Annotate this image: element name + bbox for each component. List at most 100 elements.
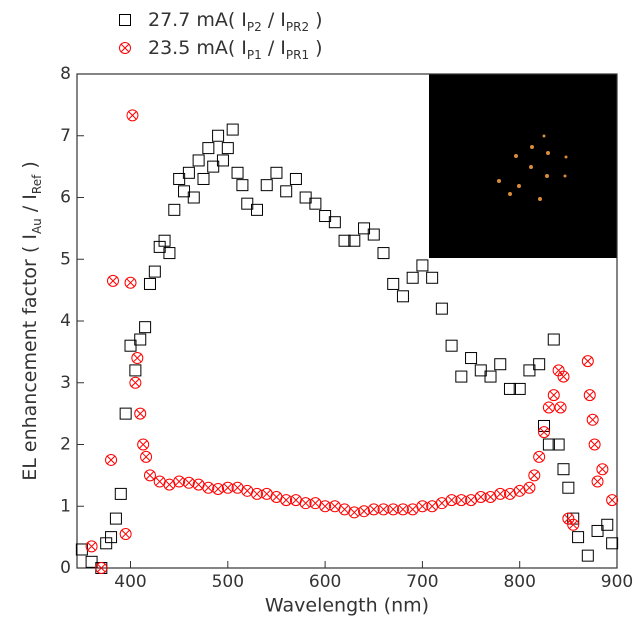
marker-cross <box>320 501 330 511</box>
marker-circle-x <box>182 476 195 489</box>
marker-square <box>226 123 239 136</box>
marker-circle-x <box>552 364 565 377</box>
marker-circle-x <box>119 528 132 541</box>
marker-square <box>513 382 526 395</box>
marker-cross <box>447 495 456 505</box>
marker-cross <box>133 353 142 363</box>
marker-square <box>251 203 263 216</box>
marker-square <box>552 438 565 451</box>
marker-square <box>85 555 98 568</box>
legend-marker <box>119 14 131 26</box>
marker-ring <box>280 494 293 507</box>
marker-ring <box>581 355 594 368</box>
marker-cross <box>544 403 554 412</box>
marker-ring <box>445 494 458 507</box>
marker-square <box>299 191 312 204</box>
marker-square <box>139 321 152 334</box>
marker-cross <box>598 464 607 474</box>
text-part: / I <box>262 37 286 59</box>
marker-square <box>280 185 293 198</box>
marker-ring <box>251 487 263 500</box>
marker-ring <box>124 276 137 289</box>
marker-cross <box>583 356 593 366</box>
marker-circle-x <box>596 463 609 476</box>
y-tick-label: 4 <box>60 311 71 331</box>
marker-ring <box>554 401 567 414</box>
marker-ring <box>173 475 186 488</box>
legend-label: 27.7 mA <box>148 9 228 31</box>
y-tick-label: 7 <box>60 126 71 146</box>
marker-square <box>533 358 546 371</box>
marker-square <box>445 339 458 352</box>
y-axis-title: EL enhancement factor ( IAu / IRef ) <box>19 161 44 481</box>
marker-circle-x <box>377 503 390 516</box>
marker-cross <box>97 563 106 573</box>
marker-circle-x <box>251 487 263 500</box>
marker-circle-x <box>137 438 150 451</box>
marker-circle-x <box>533 450 546 463</box>
text-part: / I <box>262 9 286 31</box>
marker-circle-x <box>367 503 380 516</box>
marker-square <box>591 524 604 537</box>
text-part: ( I <box>228 37 247 59</box>
marker-ring <box>533 450 546 463</box>
marker-cross <box>588 415 597 425</box>
marker-circle-x <box>134 407 147 420</box>
marker-square <box>416 259 429 272</box>
marker-cross <box>131 378 140 388</box>
marker-circle-x <box>202 481 215 494</box>
marker-cross <box>291 495 301 505</box>
marker-square <box>542 438 555 451</box>
text-part: EL enhancement factor ( I <box>19 234 41 481</box>
marker-square <box>348 234 361 247</box>
marker-circle-x <box>140 450 153 463</box>
marker-cross <box>525 483 534 492</box>
marker-cross <box>204 483 213 492</box>
marker-circle-x <box>538 426 551 439</box>
marker-cross <box>252 489 262 499</box>
marker-ring <box>562 512 575 525</box>
marker-circle-x <box>396 503 409 516</box>
marker-ring <box>588 438 601 451</box>
marker-cross <box>184 478 194 488</box>
marker-ring <box>606 494 619 507</box>
marker-cross <box>593 477 602 486</box>
marker-cross <box>505 489 515 499</box>
x-tick-label: 700 <box>406 572 438 592</box>
marker-ring <box>523 481 536 494</box>
marker-square <box>192 154 205 167</box>
marker-cross <box>495 489 505 499</box>
marker-square <box>435 302 448 315</box>
marker-square <box>309 197 322 210</box>
x-tick-label: 800 <box>503 572 535 592</box>
y-tick-label: 5 <box>60 249 71 269</box>
x-axis-title: Wavelength (nm) <box>265 595 429 617</box>
marker-circle-x <box>299 497 312 510</box>
marker-square <box>426 271 439 284</box>
marker-circle-x <box>474 490 487 503</box>
marker-cross <box>233 483 242 492</box>
marker-cross <box>311 498 320 508</box>
marker-square <box>216 154 229 167</box>
marker-square <box>338 234 351 247</box>
marker-ring <box>567 518 580 531</box>
text-part: ) <box>309 37 322 59</box>
marker-square <box>387 277 400 290</box>
marker-square <box>105 531 118 544</box>
marker-circle-x <box>528 469 541 482</box>
marker-cross <box>87 542 96 551</box>
marker-square <box>241 197 254 210</box>
marker-circle-x <box>95 562 108 574</box>
marker-square <box>358 222 371 235</box>
marker-ring <box>134 407 147 420</box>
marker-square <box>484 370 497 383</box>
y-tick-label: 2 <box>60 435 71 455</box>
marker-square <box>202 142 215 155</box>
inset-spots <box>497 134 568 201</box>
marker-cross <box>486 492 495 502</box>
x-tick-label: 500 <box>212 572 244 592</box>
marker-square <box>562 481 575 494</box>
marker-square <box>581 549 594 562</box>
marker-cross <box>607 495 617 505</box>
